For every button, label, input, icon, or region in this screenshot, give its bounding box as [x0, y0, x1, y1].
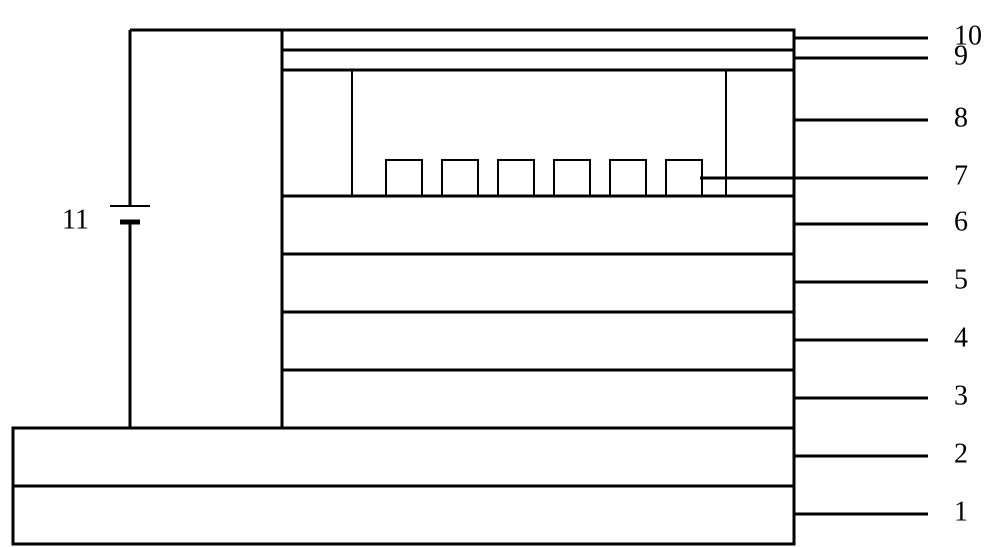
leader-label-1: 1 — [954, 496, 968, 527]
leader-label-2: 2 — [954, 438, 968, 469]
leader-label-9: 9 — [954, 40, 968, 71]
leader-label-6: 6 — [954, 206, 968, 237]
leader-label-4: 4 — [954, 322, 968, 353]
canvas-bg — [0, 0, 1000, 547]
leader-label-8: 8 — [954, 102, 968, 133]
leader-label-5: 5 — [954, 264, 968, 295]
leader-label-3: 3 — [954, 380, 968, 411]
source-label-11: 11 — [62, 204, 89, 235]
leader-label-7: 7 — [954, 160, 968, 191]
